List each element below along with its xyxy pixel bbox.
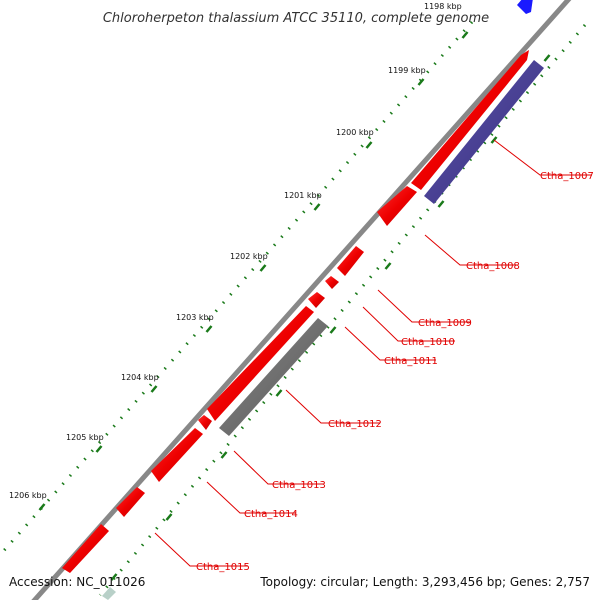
gene-arrow-ctha-1011b[interactable] — [308, 292, 325, 308]
gene-arrow-ctha-1013b[interactable] — [151, 428, 203, 482]
inner-major-tick-5 — [275, 389, 283, 397]
outer-major-tick-1 — [417, 78, 425, 86]
inner-major-tick-2 — [437, 200, 445, 208]
kbp-label-1198: 1198 kbp — [424, 2, 462, 11]
outer-major-tick-6 — [150, 385, 158, 393]
outer-major-tick-2 — [365, 141, 373, 149]
outer-major-tick-4 — [259, 264, 267, 272]
accession-text: Accession: NC_011026 — [9, 575, 145, 589]
inner-major-tick-7 — [165, 513, 173, 521]
outer-tick-ring — [0, 21, 474, 556]
gene-label-ctha-1011: Ctha_1011 — [384, 356, 438, 367]
gene-label-ctha-1007: Ctha_1007 — [540, 171, 594, 182]
gene-label-ctha-1015: Ctha_1015 — [196, 562, 250, 573]
kbp-label-1200: 1200 kbp — [336, 128, 374, 137]
gene-label-ctha-1008: Ctha_1008 — [466, 261, 520, 272]
genome-backbone — [31, 0, 572, 600]
label-leader-lines — [154, 139, 592, 567]
gene-arrow-ctha-1007[interactable] — [424, 60, 544, 204]
inner-major-tick-8 — [110, 573, 118, 581]
gene-arrow-ctha-1015[interactable] — [62, 524, 109, 573]
gene-label-ctha-1009: Ctha_1009 — [418, 318, 472, 329]
inner-tick-ring — [98, 24, 587, 596]
kbp-label-1202: 1202 kbp — [230, 252, 268, 261]
outer-major-tick-7 — [95, 445, 103, 453]
map-title: Chloroherpeton thalassium ATCC 35110, co… — [103, 11, 489, 26]
inner-major-tick-4 — [329, 326, 337, 334]
kbp-label-1205: 1205 kbp — [66, 433, 104, 442]
gene-arrow-ctha-1012-fwd[interactable] — [207, 306, 314, 421]
gene-arrow-ctha-1010[interactable] — [337, 246, 364, 276]
kbp-label-1206: 1206 kbp — [9, 491, 47, 500]
outer-major-tick-8 — [38, 503, 46, 511]
major-ticks — [38, 31, 551, 581]
outer-major-tick-5 — [205, 325, 213, 333]
gene-arrow-ctha-1013a[interactable] — [198, 415, 212, 430]
gene-arrow-ctha-1014[interactable] — [116, 487, 145, 517]
gene-arrow-bottom-fragment[interactable] — [102, 587, 116, 600]
outer-major-tick-0 — [461, 31, 469, 39]
kbp-label-1201: 1201 kbp — [284, 191, 322, 200]
reverse-strand-genes — [219, 60, 544, 436]
gene-arrow-ctha-1008[interactable] — [411, 50, 529, 190]
inner-major-tick-3 — [384, 262, 392, 270]
forward-strand-genes — [62, 50, 529, 573]
inner-major-tick-0 — [543, 54, 551, 62]
gene-label-ctha-1010: Ctha_1010 — [401, 337, 455, 348]
gene-label-ctha-1013: Ctha_1013 — [272, 480, 326, 491]
gene-arrow-ctha-1011a[interactable] — [325, 276, 339, 289]
gene-arrow-top-fragment[interactable] — [517, 0, 533, 14]
kbp-label-1204: 1204 kbp — [121, 373, 159, 382]
outer-major-tick-3 — [313, 203, 321, 211]
kbp-label-1203: 1203 kbp — [176, 313, 214, 322]
gene-arrow-ctha-1009[interactable] — [377, 186, 417, 226]
inner-major-tick-6 — [220, 451, 228, 459]
gene-label-ctha-1014: Ctha_1014 — [244, 509, 298, 520]
gene-arrow-ctha-1012[interactable] — [219, 318, 328, 436]
topology-text: Topology: circular; Length: 3,293,456 bp… — [259, 575, 590, 589]
gene-label-ctha-1012: Ctha_1012 — [328, 419, 382, 430]
kbp-label-1199: 1199 kbp — [388, 66, 426, 75]
